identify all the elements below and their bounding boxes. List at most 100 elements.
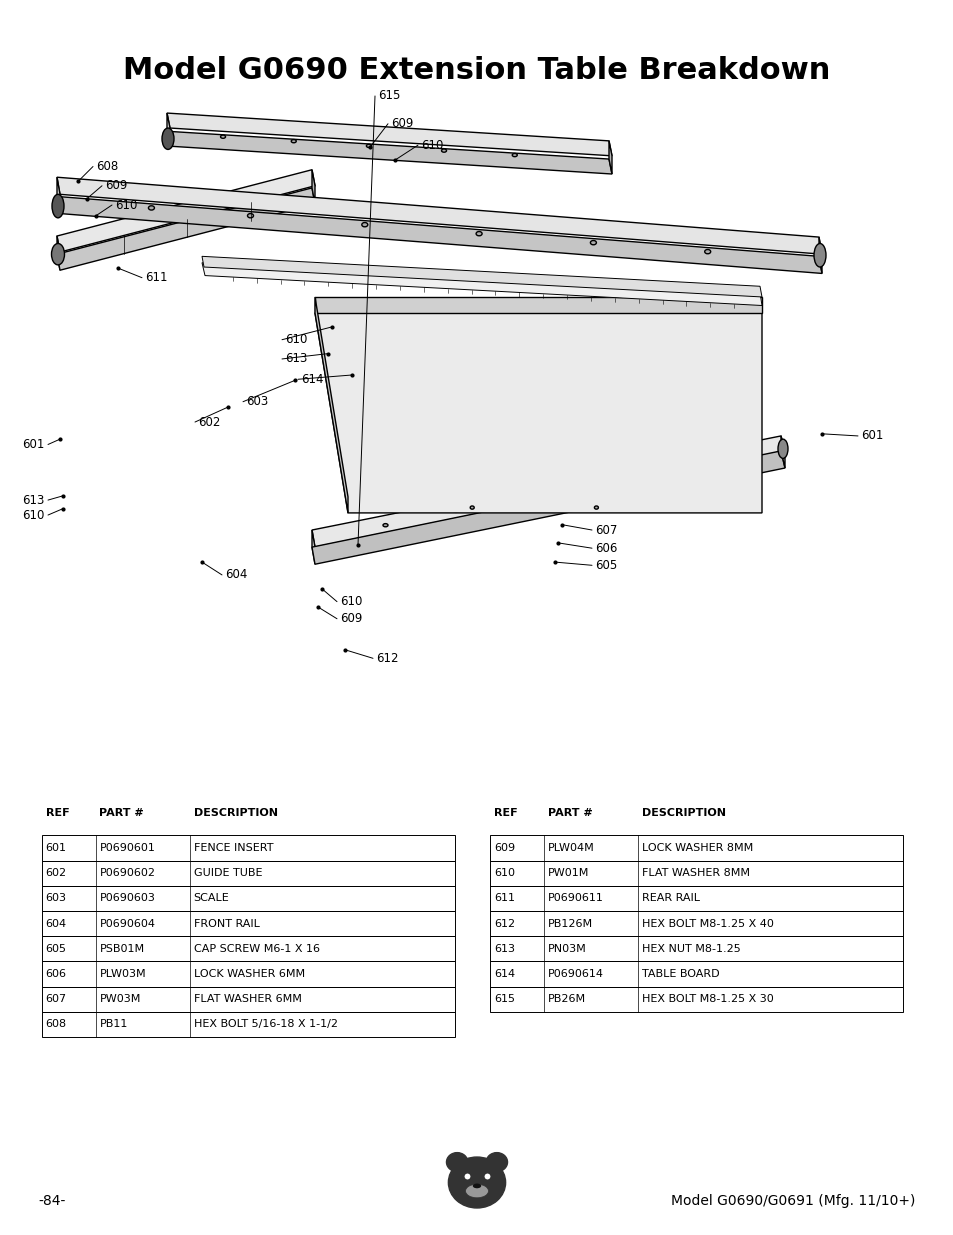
Text: TABLE BOARD: TABLE BOARD [641,969,719,979]
Polygon shape [167,114,170,146]
Ellipse shape [382,524,388,527]
Text: 605: 605 [46,944,67,953]
Bar [42,861,454,885]
Ellipse shape [361,222,368,227]
Text: PB26M: PB26M [547,994,585,1004]
Text: 601: 601 [861,430,882,442]
Ellipse shape [470,506,474,509]
Text: P0690614: P0690614 [547,969,603,979]
Text: P0690604: P0690604 [99,919,155,929]
Text: REF: REF [46,808,70,818]
Text: 606: 606 [46,969,67,979]
Bar [42,1011,454,1037]
Text: REF: REF [494,808,517,818]
Polygon shape [202,257,761,296]
Text: PART #: PART # [547,808,592,818]
Text: -84-: -84- [38,1194,66,1208]
Text: 607: 607 [595,524,617,536]
Text: 614: 614 [494,969,515,979]
Bar [490,836,902,861]
Ellipse shape [778,440,787,458]
Ellipse shape [162,128,173,149]
Text: FLAT WASHER 8MM: FLAT WASHER 8MM [641,868,749,878]
Bar [490,987,902,1011]
Bar [490,861,902,885]
Polygon shape [312,169,314,204]
Text: 606: 606 [595,542,617,555]
Text: 601: 601 [23,438,45,451]
Ellipse shape [465,1184,488,1198]
Ellipse shape [220,135,225,138]
Bar [490,911,902,936]
Text: DESCRIPTION: DESCRIPTION [193,808,277,818]
Text: Model G0690 Extension Table Breakdown: Model G0690 Extension Table Breakdown [123,56,830,84]
Polygon shape [57,236,60,270]
Text: 603: 603 [46,893,67,904]
Text: 610: 610 [285,333,307,346]
Text: LOCK WASHER 8MM: LOCK WASHER 8MM [641,844,753,853]
Polygon shape [167,131,612,174]
Text: 614: 614 [301,373,323,385]
Bar [490,936,902,962]
Text: 604: 604 [225,568,247,582]
Ellipse shape [51,243,65,264]
Text: 610: 610 [23,509,45,521]
Bar [42,836,454,861]
Text: 605: 605 [595,558,617,572]
Bar [490,961,902,987]
Ellipse shape [291,140,296,143]
Ellipse shape [247,214,253,217]
Text: 610: 610 [115,199,137,211]
Text: PLW03M: PLW03M [99,969,146,979]
Text: 602: 602 [198,415,220,429]
Ellipse shape [149,206,154,210]
Text: P0690602: P0690602 [99,868,155,878]
Polygon shape [167,114,612,156]
Polygon shape [312,530,314,564]
Bar [42,885,454,911]
Text: FLAT WASHER 6MM: FLAT WASHER 6MM [193,994,301,1004]
Text: P0690611: P0690611 [547,893,603,904]
Text: 613: 613 [494,944,515,953]
Ellipse shape [725,453,730,457]
Text: P0690601: P0690601 [99,844,155,853]
Bar [42,961,454,987]
Ellipse shape [664,466,669,469]
Text: 610: 610 [339,595,362,608]
Text: 601: 601 [46,844,67,853]
Text: 611: 611 [494,893,515,904]
Ellipse shape [594,480,598,484]
Text: PLW04M: PLW04M [547,844,594,853]
Text: PSB01M: PSB01M [99,944,145,953]
Text: 609: 609 [391,117,413,130]
Text: 612: 612 [494,919,515,929]
Ellipse shape [476,231,481,236]
Text: GUIDE TUBE: GUIDE TUBE [193,868,262,878]
Bar [490,885,902,911]
Text: DESCRIPTION: DESCRIPTION [641,808,725,818]
Ellipse shape [813,243,825,267]
Polygon shape [57,188,314,270]
Ellipse shape [704,249,710,253]
Text: 602: 602 [46,868,67,878]
Text: PW03M: PW03M [99,994,141,1004]
Polygon shape [314,312,761,513]
Ellipse shape [590,241,596,245]
Bar [42,911,454,936]
Bar [42,987,454,1011]
Text: FENCE INSERT: FENCE INSERT [193,844,273,853]
Text: 613: 613 [23,494,45,506]
Polygon shape [57,169,314,252]
Polygon shape [608,141,612,174]
Ellipse shape [473,1183,480,1188]
Polygon shape [818,237,821,273]
Text: 610: 610 [420,138,443,152]
Text: 607: 607 [46,994,67,1004]
Text: P0690603: P0690603 [99,893,155,904]
Text: 612: 612 [375,652,398,664]
Text: 609: 609 [494,844,515,853]
Text: 603: 603 [246,395,268,409]
Text: PB126M: PB126M [547,919,593,929]
Text: 615: 615 [377,89,400,103]
Polygon shape [312,451,784,564]
